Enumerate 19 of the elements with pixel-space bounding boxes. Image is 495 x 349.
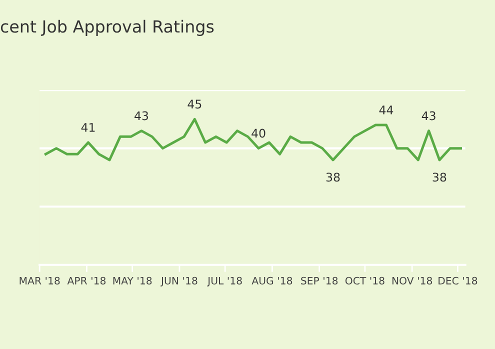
x-tick-label: SEP '18 <box>301 276 338 285</box>
data-label: 38 <box>326 172 340 182</box>
data-label: 38 <box>432 172 446 182</box>
x-tick-label: OCT '18 <box>345 276 384 285</box>
data-label: 43 <box>134 111 148 120</box>
x-tick-label: AUG '18 <box>252 276 292 285</box>
data-label: 41 <box>81 123 95 132</box>
x-tick-label: JUL '18 <box>207 276 242 286</box>
data-label: 45 <box>188 100 202 109</box>
x-tick-label: NOV '18 <box>392 276 432 285</box>
chart-title: cent Job Approval Ratings <box>0 20 214 36</box>
data-label: 43 <box>422 111 436 120</box>
x-tick-label: JUN '18 <box>160 276 198 286</box>
x-tick-label: DEC '18 <box>438 276 478 285</box>
x-tick-label: MAY '18 <box>113 276 152 285</box>
x-tick-label: APR '18 <box>67 276 106 285</box>
x-tick-label: MAR '18 <box>20 276 60 285</box>
data-label: 40 <box>252 128 266 138</box>
data-label: 44 <box>379 106 394 114</box>
